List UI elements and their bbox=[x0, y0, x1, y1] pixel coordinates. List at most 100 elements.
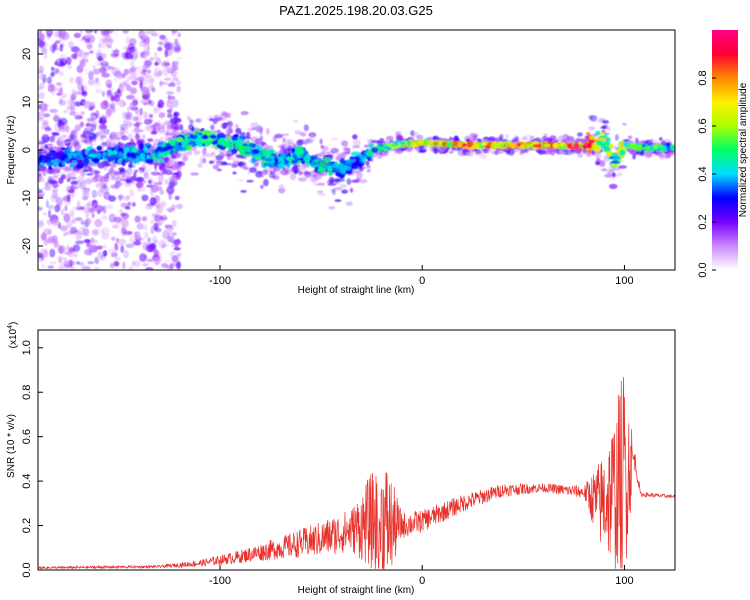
spectrogram-cell bbox=[76, 159, 84, 164]
spectrogram-cell bbox=[650, 138, 654, 144]
spectrogram-cell bbox=[58, 99, 67, 106]
spectrogram-cell bbox=[266, 127, 270, 135]
spectrogram-cell bbox=[158, 41, 164, 46]
spectrogram-cell bbox=[617, 172, 623, 177]
spectrogram-cell bbox=[165, 143, 171, 148]
spectrogram-cell bbox=[109, 162, 117, 168]
spectrogram-cell bbox=[111, 236, 116, 241]
spectrogram-cell bbox=[148, 113, 154, 118]
spectrogram-cell bbox=[85, 217, 92, 225]
snr-panel: -100 0 100 0.0 0.2 0.4 0.6 0.8 1.0 Height of st… bbox=[6, 322, 676, 596]
spectrogram-cell bbox=[318, 152, 326, 157]
spectrogram-cell bbox=[48, 209, 51, 218]
spectrogram-cell bbox=[120, 178, 130, 182]
spectrogram-cell bbox=[287, 139, 292, 146]
spectrogram-cell bbox=[72, 140, 79, 147]
spectrogram-x-axis-label: Height of straight line (km) bbox=[298, 285, 415, 296]
spectrogram-cell bbox=[88, 153, 97, 158]
colorbar-tick-label: 0.0 bbox=[697, 262, 709, 277]
spectrogram-cell bbox=[157, 99, 165, 109]
spectrogram-cell bbox=[118, 167, 125, 171]
spectrogram-cell bbox=[74, 75, 84, 85]
spectrogram-cell bbox=[68, 152, 76, 156]
spectrogram-cell bbox=[97, 177, 102, 180]
spectrogram-cell bbox=[530, 135, 535, 139]
spectrogram-cell bbox=[304, 138, 310, 142]
spectrogram-cell bbox=[619, 149, 626, 156]
spectrogram-cell bbox=[146, 30, 155, 35]
spectrogram-cell bbox=[104, 103, 113, 111]
spectrogram-cell bbox=[161, 60, 170, 68]
spectrogram-cell bbox=[352, 134, 358, 140]
snr-y-tick-label: 0.6 bbox=[21, 429, 33, 444]
spectrogram-cell bbox=[114, 256, 121, 261]
spectrogram-cell bbox=[211, 132, 216, 136]
spectrogram-cell bbox=[71, 218, 77, 224]
spectrogram-cell bbox=[558, 142, 564, 147]
spectrogram-cell bbox=[230, 148, 238, 154]
spectrogram-cell bbox=[112, 150, 118, 155]
spectrogram-cell bbox=[161, 146, 169, 151]
spectrogram-cell bbox=[432, 135, 439, 140]
spectrogram-cell bbox=[201, 135, 209, 139]
spectrogram-cell bbox=[91, 189, 98, 199]
spectrogram-cell bbox=[211, 159, 220, 163]
spectrogram-cell bbox=[76, 200, 81, 209]
spectrogram-cell bbox=[118, 151, 123, 157]
spectrogram-cell bbox=[111, 224, 120, 229]
spectrogram-cell bbox=[490, 143, 497, 148]
spectrogram-cell bbox=[64, 251, 72, 255]
spectrogram-cell bbox=[238, 148, 245, 155]
spectrogram-cell bbox=[289, 173, 297, 181]
spectrogram-cell bbox=[559, 147, 564, 155]
spectrogram-cell bbox=[101, 72, 110, 78]
spectrogram-cell bbox=[142, 30, 148, 40]
spectrogram-cell bbox=[172, 232, 177, 236]
spectrogram-cell bbox=[412, 141, 422, 147]
spectrogram-cell bbox=[44, 181, 50, 188]
spectrogram-cell bbox=[248, 143, 255, 148]
spectrogram-cell bbox=[120, 245, 124, 254]
spectrogram-cell bbox=[41, 263, 45, 270]
spectrogram-cell bbox=[126, 75, 136, 81]
spectrogram-cell bbox=[93, 246, 98, 251]
spectrogram-cell bbox=[169, 250, 176, 259]
spectrogram-cell bbox=[152, 106, 161, 113]
spectrogram-cell bbox=[98, 120, 107, 124]
spectrogram-cell bbox=[141, 157, 146, 163]
spectrogram-cell bbox=[346, 158, 355, 164]
spectrogram-cell bbox=[235, 127, 242, 134]
spectrogram-cell bbox=[159, 201, 167, 208]
spectrogram-x-axis: -100 0 100 bbox=[209, 265, 634, 287]
spectrogram-cell bbox=[334, 199, 342, 203]
spectrogram-cell bbox=[123, 147, 131, 153]
spectrogram-cell bbox=[235, 154, 244, 159]
spectrogram-cell bbox=[47, 161, 53, 167]
spectrogram-cell bbox=[163, 42, 171, 47]
spectrogram-cell bbox=[216, 168, 222, 172]
spectrogram-cell bbox=[46, 219, 53, 226]
spectrogram-cell bbox=[137, 237, 145, 241]
spectrogram-cell bbox=[82, 190, 90, 200]
spectrogram-cell bbox=[81, 91, 87, 96]
spectrogram-cell bbox=[73, 91, 82, 95]
spectrogram-cell bbox=[70, 157, 78, 161]
spectrogram-cell bbox=[175, 79, 182, 86]
spectrogram-cell bbox=[134, 215, 141, 223]
spectrogram-cell bbox=[167, 94, 172, 101]
spectrogram-cell bbox=[38, 206, 43, 211]
spectrogram-cell bbox=[159, 80, 163, 87]
spectrogram-cell bbox=[272, 135, 278, 142]
spectrogram-cell bbox=[126, 121, 133, 128]
spectrogram-cell bbox=[328, 206, 336, 210]
spectrogram-cell bbox=[177, 161, 186, 167]
spectrogram-cell bbox=[423, 139, 427, 146]
spectrogram-cell bbox=[149, 57, 155, 61]
spectrogram-cell bbox=[147, 245, 156, 253]
spectrogram-cell bbox=[505, 134, 510, 140]
spectrogram-cell bbox=[153, 182, 163, 186]
spectrogram-cell bbox=[49, 150, 56, 154]
spectrogram-cell bbox=[117, 69, 122, 79]
spectrogram-cell bbox=[158, 174, 164, 184]
spectrogram-cell bbox=[117, 194, 125, 200]
